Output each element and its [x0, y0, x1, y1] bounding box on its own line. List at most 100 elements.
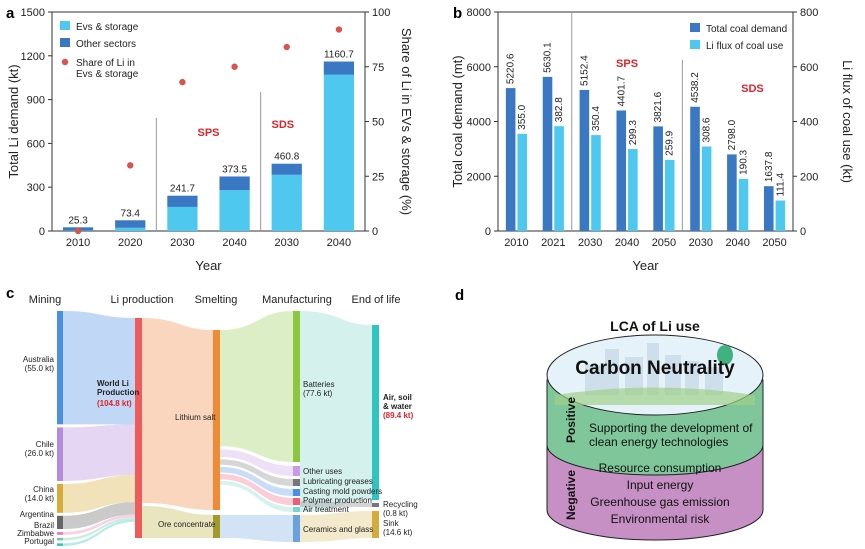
- y2-tick-label-b: 0: [800, 226, 806, 238]
- manufacturing-node: [293, 498, 300, 505]
- x-tick-label-a: 2030: [170, 237, 194, 249]
- bar-coal-demand: [690, 106, 700, 231]
- green-balloon: [717, 345, 733, 365]
- x-tick-label-b: 2050: [762, 237, 786, 249]
- flow-manufacturing-sink: [300, 511, 372, 542]
- mining-node: [57, 311, 63, 425]
- bar-total-label-a: 73.4: [121, 208, 141, 219]
- bar-label-coal: 4401.7: [616, 75, 627, 106]
- bar-total-label-a: 460.8: [274, 152, 299, 163]
- flow-smelting-manufacturing: [220, 515, 293, 542]
- mining-node: [57, 537, 63, 541]
- legend-marker-share: [61, 58, 69, 66]
- bar-label-flux: 355.0: [517, 104, 528, 129]
- flow-smelting-manufacturing: [220, 311, 293, 462]
- bar-label-flux: 111.4: [775, 173, 786, 197]
- x-tick-label-b: 2030: [689, 237, 713, 249]
- legend-swatch-other: [60, 38, 70, 47]
- bar-label-flux: 382.8: [554, 97, 565, 122]
- bar-segment-evs: [167, 206, 198, 231]
- y2-axis-label-b: Li flux of coal use (kt): [840, 60, 855, 183]
- y-tick-label-b: 0: [485, 226, 491, 238]
- flow-smelting-manufacturing: [220, 459, 293, 486]
- panel-label-d: d: [455, 287, 464, 304]
- panel-b-chart: b 0 2000 4000 6000 8000 0 200 400 600 800 Total coa…: [450, 5, 855, 273]
- bar-li-flux: [517, 133, 528, 231]
- eol-label-air: & water: [383, 402, 412, 411]
- eol-value-recycling: (0.8 kt): [383, 509, 408, 518]
- legend-swatch-coal: [690, 23, 700, 32]
- flow-smelting-manufacturing: [220, 449, 293, 476]
- x-tick-label-b: 2050: [652, 237, 676, 249]
- x-tick-label-a: 2030: [275, 237, 299, 249]
- bar-segment-evs: [219, 190, 250, 231]
- bar-label-coal: 5220.6: [506, 53, 517, 84]
- bar-total-label-a: 241.7: [170, 184, 195, 195]
- y2-tick-label-a: 100: [372, 7, 390, 19]
- bar-segment-evs: [323, 74, 355, 231]
- bar-label-flux: 350.4: [591, 106, 602, 131]
- negative-item: Resource consumption: [599, 461, 722, 475]
- lca-center-text: Carbon Neutrality: [575, 358, 735, 379]
- bar-coal-demand: [763, 186, 774, 231]
- y-tick-label-a: 900: [27, 95, 45, 107]
- manufacturing-node: [293, 311, 300, 462]
- stage-header: Mining: [29, 294, 61, 306]
- x-axis-label-b: Year: [632, 258, 659, 273]
- legend-label-share: Evs & storage: [76, 69, 139, 80]
- production-label: World Li: [97, 379, 129, 388]
- y2-axis-label-a: Share of Li in EVs & storage (%): [399, 28, 414, 215]
- share-marker-a: [283, 43, 290, 51]
- eol-node-air: [372, 325, 379, 500]
- positive-label: Positive: [564, 397, 578, 443]
- flow-manufacturing-recycling: [300, 501, 372, 507]
- flow-smelting-manufacturing: [220, 473, 293, 505]
- bar-segment-other: [323, 61, 355, 75]
- lca-title: LCA of Li use: [610, 318, 700, 334]
- manufacturing-label: Batteries: [303, 380, 335, 389]
- legend-label-other: Other sectors: [76, 39, 136, 50]
- x-tick-label-b: 2030: [578, 237, 602, 249]
- skyline-building: [685, 361, 699, 395]
- flow-mining-production: [63, 519, 135, 546]
- bar-li-flux: [628, 149, 638, 231]
- bar-coal-demand: [505, 88, 516, 231]
- y-tick-label-b: 4000: [467, 117, 491, 129]
- mining-label: Portugal: [24, 537, 54, 546]
- manufacturing-label: Casting mold powders: [303, 487, 382, 496]
- x-axis-label-a: Year: [195, 258, 222, 273]
- mining-label: Chile: [36, 440, 55, 449]
- legend-swatch-evs: [60, 21, 70, 30]
- bar-total-label-a: 1160.7: [324, 50, 354, 61]
- negative-item: Greenhouse gas emission: [590, 495, 729, 509]
- stage-header: Li production: [111, 294, 174, 306]
- production-value: (104.8 kt): [97, 399, 132, 408]
- mining-label: Zimbabwe: [17, 529, 54, 538]
- legend-swatch-flux: [690, 40, 700, 49]
- skyline-building: [625, 357, 643, 395]
- bar-li-flux: [554, 126, 564, 231]
- mining-node: [57, 427, 63, 481]
- legend-label-share: Share of Li in: [76, 58, 135, 69]
- production-label: Production: [97, 388, 139, 397]
- stage-header: End of life: [352, 294, 401, 306]
- y2-tick-label-b: 200: [800, 171, 818, 183]
- city-skyline-image: [555, 343, 755, 405]
- bar-coal-demand: [616, 110, 627, 231]
- mining-label: Brazil: [34, 521, 54, 530]
- mining-label: China: [33, 485, 54, 494]
- bar-li-flux: [738, 178, 749, 231]
- mining-label: Australia: [23, 355, 55, 364]
- y-tick-label-a: 300: [27, 182, 45, 194]
- x-tick-label-b: 2040: [615, 237, 639, 249]
- bar-coal-demand: [542, 76, 553, 232]
- flow-mining-production: [63, 311, 135, 425]
- share-marker-a: [335, 26, 343, 33]
- eol-node-sink: [372, 511, 379, 538]
- smelting-node-salt: [213, 330, 220, 510]
- flow-smelting-manufacturing: [220, 480, 293, 512]
- y-tick-label-b: 6000: [467, 62, 491, 74]
- bar-segment-other: [271, 163, 302, 175]
- smelting-label-salt: Lithium salt: [175, 413, 216, 422]
- smelting-label-ore: Ore concentrate: [158, 520, 216, 529]
